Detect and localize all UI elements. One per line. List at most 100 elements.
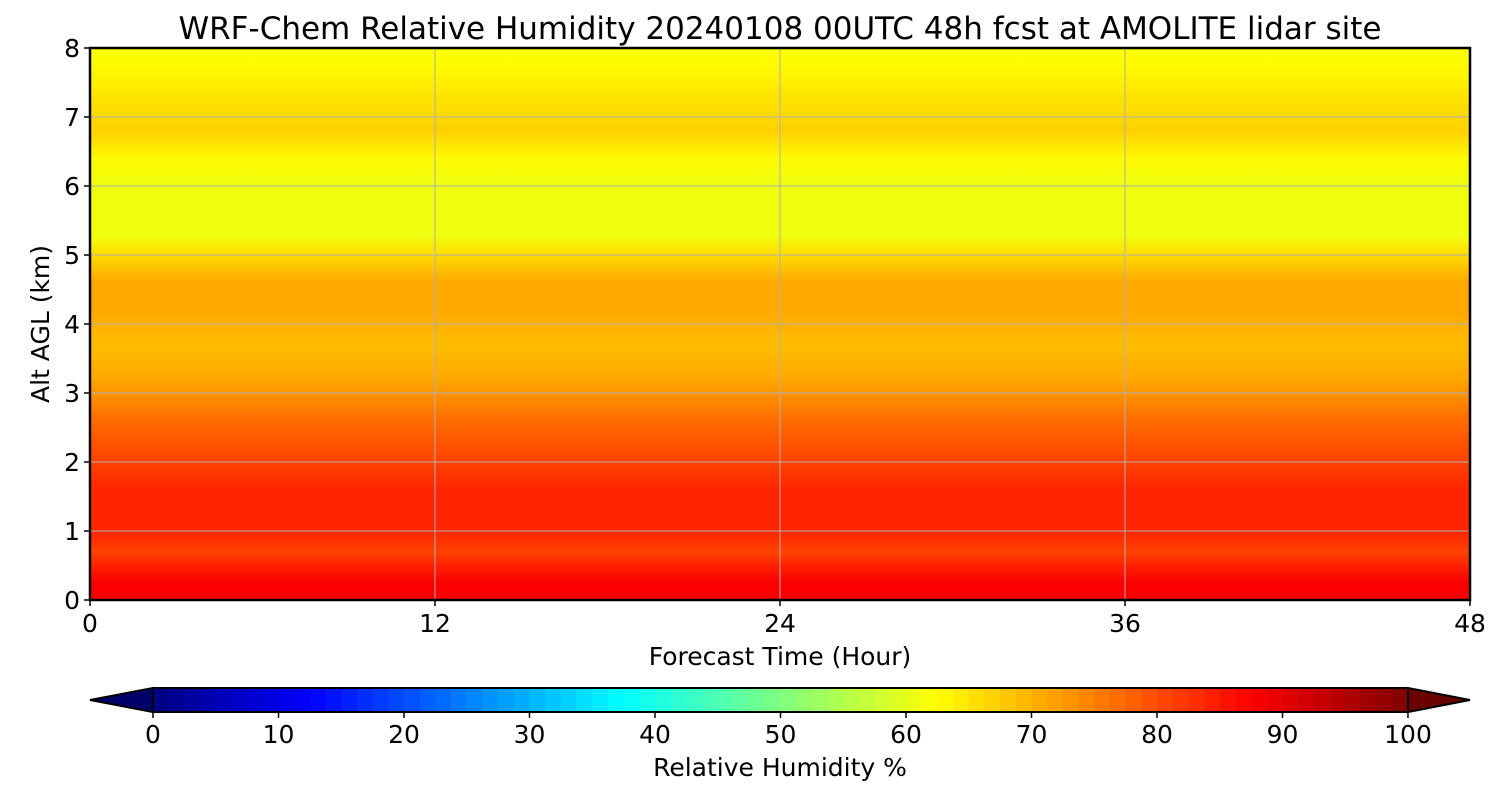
colorbar-tick-label: 40	[639, 720, 671, 749]
colorbar-segment	[184, 688, 201, 712]
colorbar-segment	[1298, 688, 1315, 712]
colorbar-segment	[1392, 688, 1409, 712]
colorbar-segment	[906, 688, 923, 712]
colorbar-segment	[1329, 688, 1346, 712]
colorbar-segment	[1000, 688, 1017, 712]
colorbar-segment	[764, 688, 782, 712]
colorbar-segment	[717, 688, 735, 712]
colorbar-segment	[419, 688, 436, 712]
colorbar-segment	[215, 688, 233, 712]
colorbar-segment	[576, 688, 593, 712]
colorbar-max-extend-arrow	[1407, 686, 1471, 714]
colorbar-segment	[262, 688, 280, 712]
colorbar-segment	[592, 688, 609, 712]
colorbar-tick-label: 0	[145, 720, 161, 749]
colorbar-segment	[686, 688, 703, 712]
colorbar-segment	[1062, 688, 1080, 712]
y-axis-ticks: 0 1 2 3 4 5 6 7 8	[64, 34, 90, 615]
colorbar-segment	[482, 688, 499, 712]
colorbar-segment	[1094, 688, 1111, 712]
y-tick-label: 0	[64, 586, 80, 615]
y-tick-label: 5	[64, 241, 80, 270]
colorbar-segment	[1219, 688, 1237, 712]
colorbar-segment	[325, 688, 342, 712]
colorbar-segment	[1141, 688, 1158, 712]
colorbar-segment	[780, 688, 797, 712]
colorbar-segment	[670, 688, 687, 712]
colorbar-segment	[655, 688, 672, 712]
y-tick-label: 6	[64, 172, 80, 201]
colorbar-tick-label: 70	[1016, 720, 1048, 749]
colorbar-segment	[247, 688, 264, 712]
colorbar-segment	[1015, 688, 1033, 712]
colorbar-ticks: 0 10 20 30 40 50 60 70 80 90 100	[145, 712, 1432, 749]
colorbar-segment	[545, 688, 562, 712]
colorbar-segment	[200, 688, 217, 712]
colorbar-segment	[513, 688, 531, 712]
colorbar-segment	[404, 688, 421, 712]
x-axis-label: Forecast Time (Hour)	[649, 642, 912, 671]
colorbar-segment	[372, 688, 389, 712]
colorbar-segment	[1047, 688, 1064, 712]
colorbar-segment	[231, 688, 248, 712]
colorbar-segment	[921, 688, 938, 712]
colorbar-min-extend-arrow	[89, 686, 154, 714]
x-tick-label: 0	[82, 609, 98, 638]
colorbar-segment	[498, 688, 515, 712]
colorbar-tick-label: 90	[1267, 720, 1299, 749]
colorbar-segment	[388, 688, 405, 712]
colorbar-tick-label: 80	[1141, 720, 1173, 749]
colorbar-tick-label: 100	[1384, 720, 1432, 749]
colorbar-segment	[1313, 688, 1331, 712]
colorbar-segment	[639, 688, 656, 712]
colorbar-segment	[153, 688, 170, 712]
colorbar-segment	[278, 688, 295, 712]
colorbar-segment	[702, 688, 719, 712]
colorbar-segment	[451, 688, 468, 712]
colorbar-segment	[1204, 688, 1221, 712]
colorbar-segment	[1345, 688, 1362, 712]
y-tick-label: 8	[64, 34, 80, 63]
colorbar-segment	[937, 688, 954, 712]
y-tick-label: 1	[64, 517, 80, 546]
colorbar-segment	[984, 688, 1001, 712]
colorbar-segment	[623, 688, 640, 712]
x-tick-label: 48	[1454, 609, 1486, 638]
colorbar	[89, 686, 1471, 714]
colorbar-tick-label: 30	[514, 720, 546, 749]
colorbar-segment	[1282, 688, 1299, 712]
y-tick-label: 3	[64, 379, 80, 408]
colorbar-label: Relative Humidity %	[653, 753, 907, 782]
colorbar-segment	[466, 688, 484, 712]
colorbar-segment	[890, 688, 907, 712]
colorbar-segment	[435, 688, 452, 712]
y-tick-label: 4	[64, 310, 80, 339]
colorbar-segment	[1360, 688, 1378, 712]
colorbar-segment	[1188, 688, 1205, 712]
colorbar-segment	[811, 688, 829, 712]
colorbar-segment	[749, 688, 766, 712]
colorbar-segment	[1266, 688, 1284, 712]
x-tick-label: 12	[419, 609, 451, 638]
colorbar-segment	[168, 688, 185, 712]
colorbar-segment	[843, 688, 860, 712]
colorbar-segment	[827, 688, 844, 712]
colorbar-segment	[1251, 688, 1268, 712]
chart-title: WRF-Chem Relative Humidity 20240108 00UT…	[178, 11, 1381, 47]
colorbar-segment	[1172, 688, 1189, 712]
y-axis-label: Alt AGL (km)	[26, 245, 55, 403]
colorbar-tick-label: 60	[890, 720, 922, 749]
colorbar-segment	[733, 688, 750, 712]
colorbar-segment	[529, 688, 546, 712]
colorbar-segment	[309, 688, 327, 712]
colorbar-tick-label: 20	[388, 720, 420, 749]
colorbar-segment	[1031, 688, 1048, 712]
x-tick-label: 24	[764, 609, 796, 638]
colorbar-segment	[1125, 688, 1142, 712]
x-tick-label: 36	[1109, 609, 1141, 638]
colorbar-segment	[796, 688, 813, 712]
colorbar-segment	[607, 688, 625, 712]
colorbar-segment	[953, 688, 970, 712]
y-tick-label: 7	[64, 103, 80, 132]
